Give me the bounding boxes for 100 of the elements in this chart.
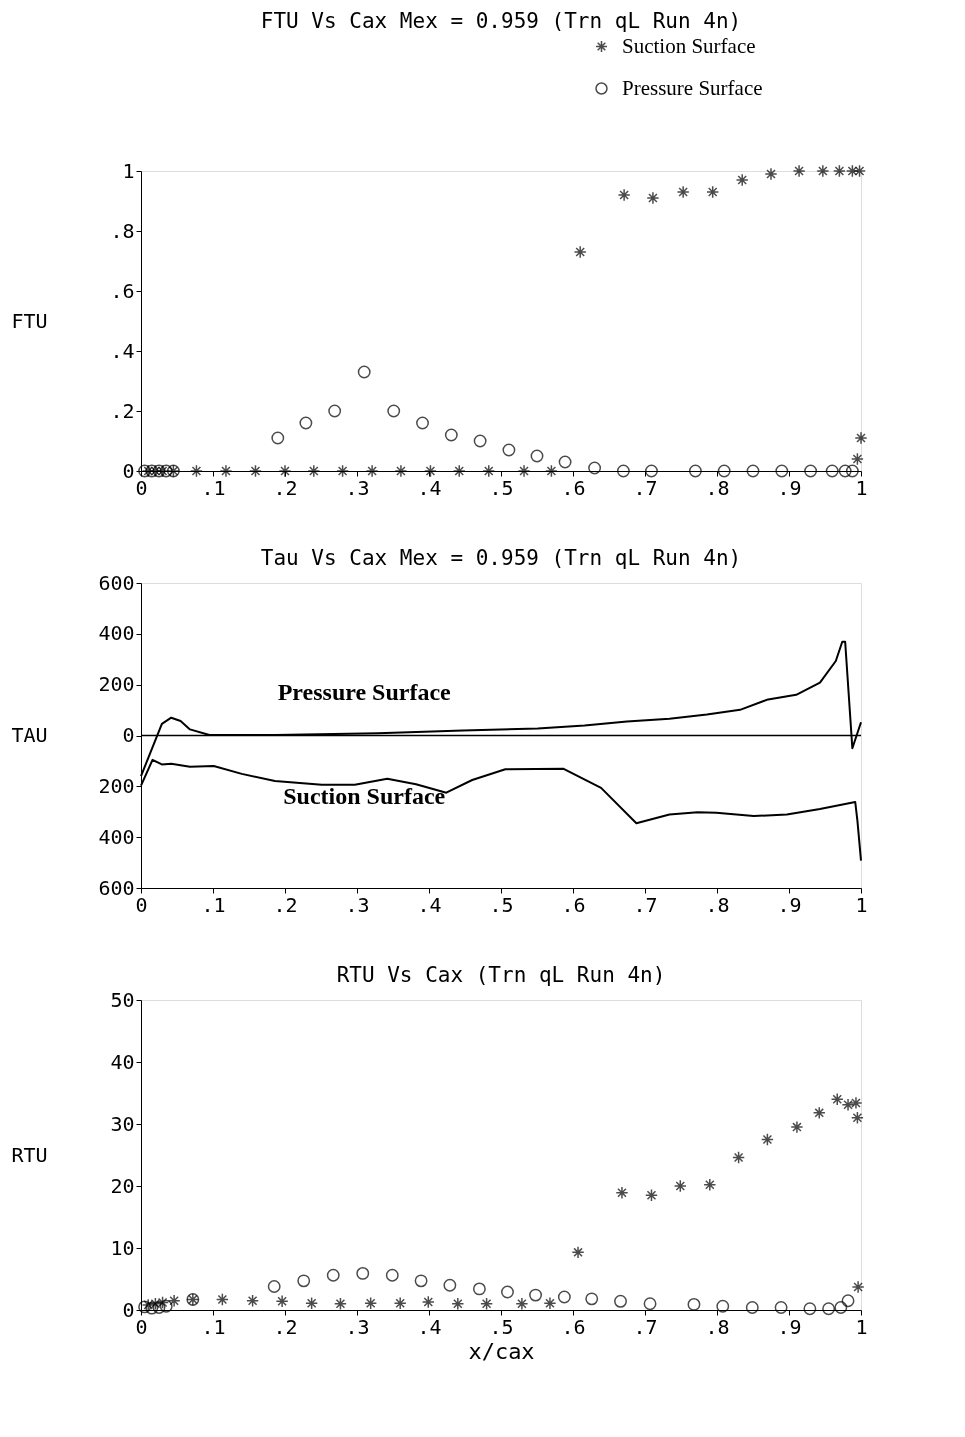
point	[716, 1299, 730, 1313]
point	[502, 443, 516, 457]
x-tick-label: .1	[201, 892, 226, 917]
point	[557, 1290, 571, 1304]
point	[838, 464, 852, 478]
x-tick-label: .6	[561, 475, 586, 500]
point	[364, 1296, 378, 1310]
x-tick-label: .2	[273, 475, 298, 500]
point	[472, 1282, 486, 1296]
point	[645, 464, 658, 478]
point	[790, 1120, 804, 1134]
x-tick-label: .8	[705, 892, 730, 917]
legend-label: Suction Surface	[622, 33, 756, 58]
point	[616, 464, 630, 478]
point	[215, 1293, 229, 1306]
x-tick-label: .3	[345, 892, 370, 917]
point	[385, 1268, 399, 1282]
point	[482, 464, 496, 478]
point	[643, 1297, 657, 1311]
y-tick-label: .4	[110, 338, 135, 363]
point	[558, 455, 572, 469]
point	[746, 464, 760, 478]
point	[529, 1288, 543, 1302]
point	[501, 1285, 514, 1299]
x-tick-label: .5	[489, 1314, 514, 1339]
y-tick-label: 200	[98, 773, 135, 798]
point	[543, 1296, 557, 1310]
chart-title: Tau Vs Cax Mex = 0.959 (Trn qL Run 4n)	[260, 546, 742, 570]
x-tick-label: .4	[417, 475, 442, 500]
point	[775, 464, 789, 478]
y-tick-label: 400	[98, 621, 135, 646]
y-tick-label: 10	[110, 1235, 135, 1260]
point	[774, 1301, 788, 1314]
point	[617, 188, 631, 202]
point	[444, 428, 458, 442]
point	[645, 1188, 658, 1202]
point	[278, 464, 292, 478]
point	[473, 434, 487, 448]
point	[673, 1179, 687, 1193]
x-tick-label: 1	[855, 475, 868, 500]
point	[357, 365, 371, 379]
x-tick-label: .1	[201, 475, 226, 500]
point	[812, 1106, 826, 1120]
point	[804, 464, 818, 478]
y-axis-title: FTU	[11, 308, 48, 333]
point	[326, 1268, 340, 1282]
point	[271, 431, 285, 445]
y-tick-label: 0	[122, 723, 135, 747]
point	[544, 464, 558, 478]
point	[854, 431, 868, 445]
point	[246, 1294, 260, 1308]
x-axis-title: x/cax	[468, 1338, 535, 1364]
point	[249, 464, 262, 478]
x-tick-label: 1	[855, 892, 868, 917]
point	[732, 1151, 746, 1164]
point	[451, 1297, 465, 1311]
x-tick-label: .7	[633, 1314, 658, 1339]
point	[832, 164, 846, 178]
x-tick-label: .5	[489, 475, 514, 500]
point	[687, 1297, 701, 1311]
point	[792, 164, 806, 178]
series-label: Pressure Surface	[277, 678, 452, 705]
y-tick-label: 600	[98, 875, 135, 900]
point	[851, 1280, 865, 1294]
point	[452, 464, 466, 478]
x-tick-label: .9	[777, 892, 802, 917]
y-tick-label: 0	[122, 458, 135, 483]
x-tick-label: .5	[489, 892, 514, 917]
point	[267, 1280, 281, 1293]
y-tick-label: 20	[110, 1173, 135, 1198]
point	[764, 167, 778, 181]
point	[825, 464, 839, 478]
y-tick-label: 30	[110, 1111, 135, 1136]
y-tick-label: .2	[110, 398, 135, 423]
point	[328, 404, 342, 418]
x-tick-label: .3	[345, 475, 370, 500]
point	[615, 1186, 629, 1200]
point	[305, 1296, 319, 1310]
point	[356, 1266, 370, 1280]
x-tick-label: .7	[633, 892, 658, 917]
y-tick-label: 1	[122, 158, 135, 183]
series-label: Suction Surface	[283, 782, 446, 809]
x-tick-label: .8	[705, 475, 730, 500]
x-tick-label: .4	[417, 892, 442, 917]
y-tick-label: 200	[98, 672, 135, 697]
point	[830, 1092, 844, 1106]
y-tick-label: 600	[98, 570, 135, 595]
point	[365, 464, 379, 478]
point	[646, 191, 660, 205]
point	[275, 1294, 289, 1308]
point	[333, 1297, 347, 1311]
point	[585, 1292, 599, 1306]
point	[571, 1245, 585, 1259]
point	[816, 164, 830, 178]
y-tick-label: 0	[122, 1297, 135, 1322]
chart-title: RTU Vs Cax (Trn qL Run 4n)	[336, 963, 666, 987]
y-tick-label: 400	[98, 824, 135, 849]
point	[219, 464, 233, 478]
x-tick-label: .9	[777, 475, 802, 500]
point	[443, 1278, 457, 1292]
